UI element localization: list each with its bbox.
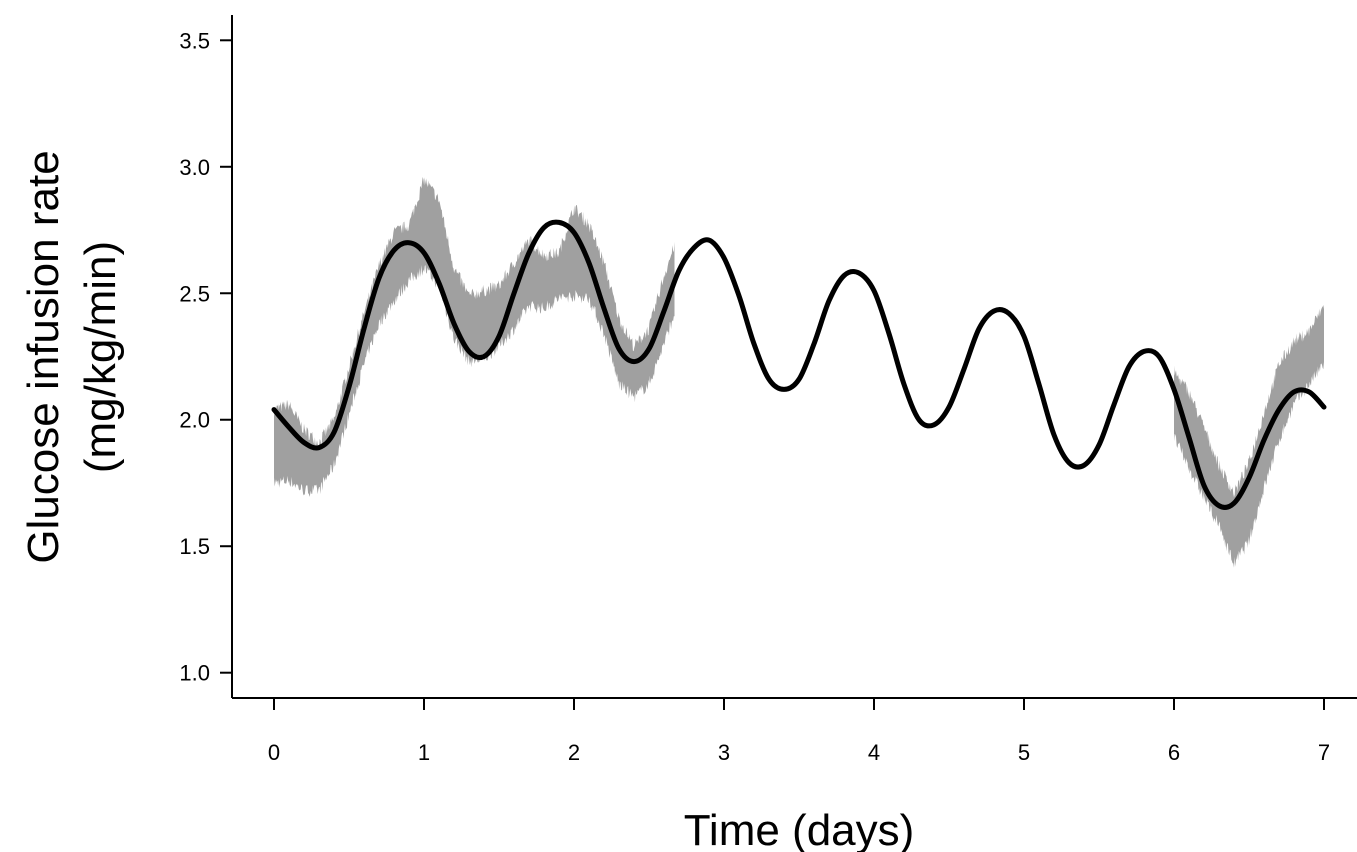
x-tick-label: 3 [718,740,730,765]
axes [231,15,1357,699]
x-tick-label: 1 [418,740,430,765]
x-tick-label: 0 [268,740,280,765]
y-tick-label: 1.5 [179,534,210,559]
y-axis-title-line2: (mg/kg/min) [76,241,125,473]
y-tick-label: 3.0 [179,155,210,180]
x-tick-label: 4 [868,740,880,765]
observed-band-segment-1 [274,177,675,497]
y-tick-label: 2.0 [179,408,210,433]
y-axis-ticks: 1.0 1.5 2.0 2.5 3.0 3.5 [179,28,232,686]
x-tick-label: 5 [1018,740,1030,765]
x-axis-title: Time (days) [684,806,915,852]
y-tick-label: 2.5 [179,281,210,306]
y-tick-label: 1.0 [179,661,210,686]
y-axis-title-line1: Glucose infusion rate [19,150,68,563]
x-tick-label: 7 [1318,740,1330,765]
fitted-curve-line [271,219,1327,510]
x-tick-label: 6 [1168,740,1180,765]
observed-band-segment-2 [1174,305,1324,568]
fitted-curve-layer [271,219,1327,510]
x-axis-ticks: 0 1 2 3 4 5 6 7 [268,698,1330,765]
y-tick-label: 3.5 [179,28,210,53]
x-tick-label: 2 [568,740,580,765]
